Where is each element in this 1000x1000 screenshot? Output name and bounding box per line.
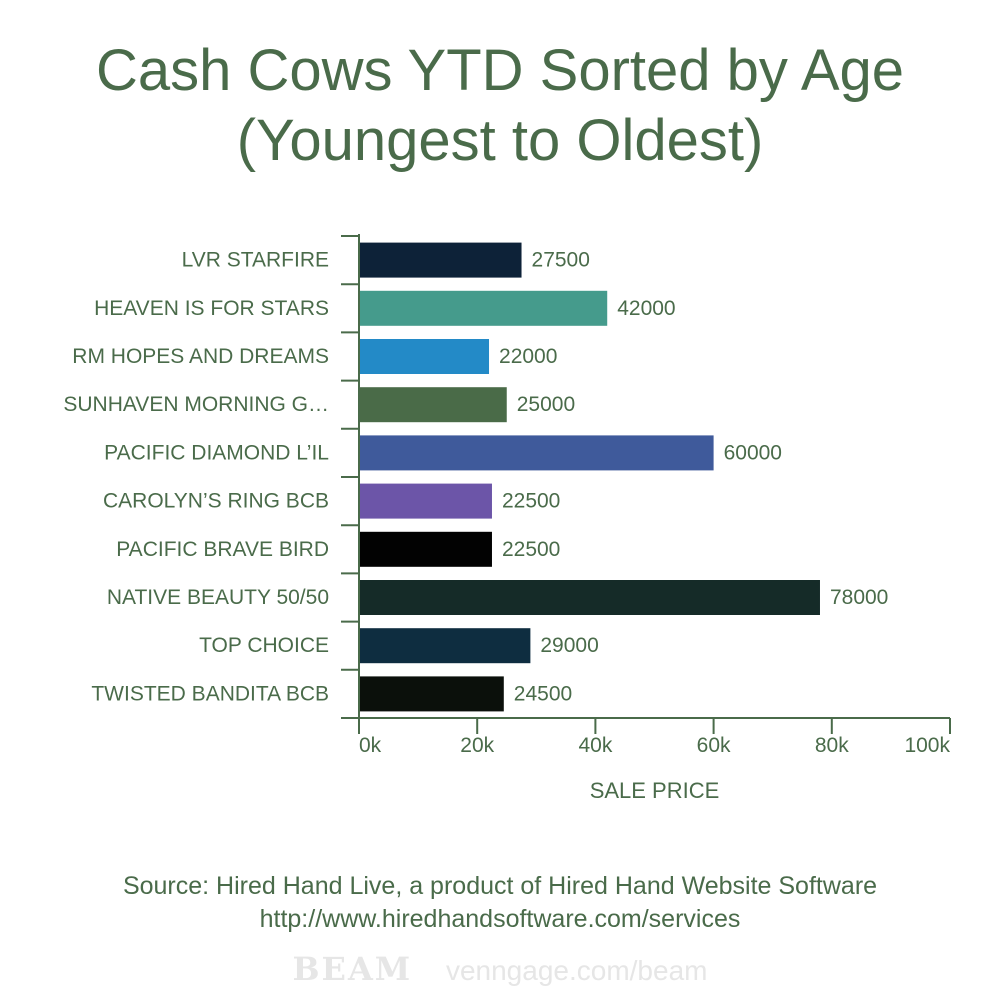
category-label: RM HOPES AND DREAMS: [72, 345, 329, 368]
category-label: PACIFIC DIAMOND L’IL: [104, 441, 329, 464]
category-label: PACIFIC BRAVE BIRD: [116, 538, 329, 561]
x-tick-label: 80k: [815, 734, 849, 757]
data-label: 22500: [502, 490, 560, 513]
chart-title-line-2: (Youngest to Oldest): [236, 108, 764, 173]
data-label: 27500: [532, 249, 590, 272]
x-tick-label: 40k: [578, 734, 612, 757]
category-label: TWISTED BANDITA BCB: [91, 682, 329, 705]
bar: [360, 339, 490, 374]
bar: [360, 628, 531, 664]
bar: [360, 387, 507, 423]
source-note: Source: Hired Hand Live, a product of Hi…: [0, 870, 1000, 936]
category-label: NATIVE BEAUTY 50/50: [107, 586, 329, 609]
watermark-logo: BEAM: [292, 950, 413, 988]
source-line-1: Source: Hired Hand Live, a product of Hi…: [122, 872, 878, 900]
data-label: 78000: [830, 586, 888, 609]
category-label: LVR STARFIRE: [182, 249, 329, 272]
watermark-url: venngage.com/beam: [445, 955, 708, 986]
chart-title-line-1: Cash Cows YTD Sorted by Age: [95, 38, 905, 103]
bar: [360, 435, 714, 471]
x-tick-label: 20k: [460, 734, 494, 757]
bar: [360, 676, 504, 712]
category-label: TOP CHOICE: [199, 634, 329, 657]
x-tick-label: 0k: [359, 734, 382, 757]
data-label: 29000: [540, 634, 598, 657]
category-label: SUNHAVEN MORNING G…: [63, 393, 329, 416]
category-label: CAROLYN’S RING BCB: [103, 490, 329, 513]
category-label: HEAVEN IS FOR STARS: [94, 297, 329, 320]
bar: [360, 242, 522, 278]
chart-title: Cash Cows YTD Sorted by Age (Youngest to…: [0, 36, 1000, 176]
data-label: 25000: [517, 393, 575, 416]
data-label: 24500: [514, 682, 572, 705]
source-url: http://www.hiredhandsoftware.com/service…: [259, 905, 741, 933]
data-label: 22000: [499, 345, 557, 368]
bar: [360, 290, 608, 326]
x-tick-label: 60k: [697, 734, 731, 757]
bar: [360, 531, 492, 567]
x-axis-title: SALE PRICE: [590, 778, 720, 803]
data-label: 22500: [502, 538, 560, 561]
data-label: 42000: [617, 297, 675, 320]
bar: [360, 580, 820, 615]
bar: [360, 483, 492, 519]
data-label: 60000: [724, 441, 782, 464]
x-tick-label: 100k: [904, 734, 950, 757]
watermark: BEAM venngage.com/beam: [0, 950, 1000, 988]
